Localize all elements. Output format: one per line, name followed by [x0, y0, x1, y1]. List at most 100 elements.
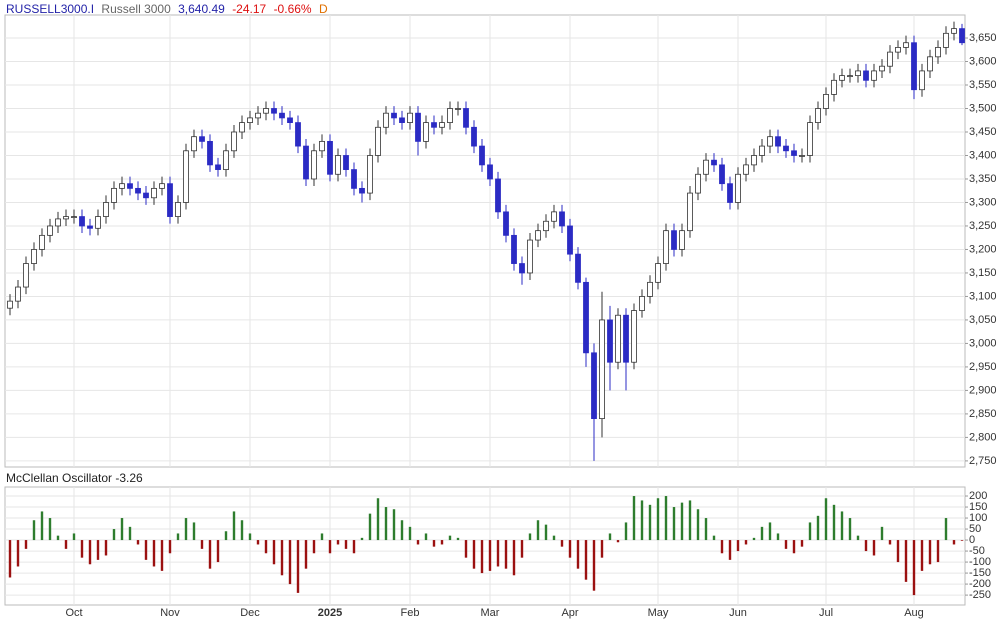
candle-body — [79, 216, 85, 227]
candle-body — [447, 108, 453, 123]
candle-body — [879, 65, 885, 72]
candle-body — [799, 155, 805, 157]
oscillator-bar — [328, 540, 332, 554]
candle-body — [439, 122, 445, 128]
oscillator-bar — [408, 526, 412, 541]
oscillator-bar — [128, 526, 132, 541]
candle-body — [207, 140, 213, 166]
oscillator-bar — [144, 540, 148, 560]
candle-body — [831, 79, 837, 95]
y-tick-label: 2,900 — [969, 384, 997, 396]
candle-body — [655, 263, 661, 283]
oscillator-bar — [776, 533, 780, 541]
candle-body — [319, 140, 325, 152]
y-tick-label: 3,450 — [969, 126, 997, 138]
y-tick-label: 2,750 — [969, 455, 997, 467]
candle-body — [263, 108, 269, 114]
candle-body — [455, 108, 461, 110]
candle-body — [919, 70, 925, 91]
candle-body — [871, 70, 877, 81]
oscillator-bar — [72, 533, 76, 541]
oscillator-bar — [816, 515, 820, 541]
candle-body — [143, 192, 149, 199]
candle-body — [639, 296, 645, 311]
candle-body — [39, 234, 45, 250]
oscillator-bar — [176, 533, 180, 541]
candle-body — [487, 164, 493, 180]
candle-body — [391, 112, 397, 119]
candle-body — [807, 122, 813, 156]
oscillator-bar — [736, 540, 740, 552]
oscillator-bar — [200, 540, 204, 549]
oscillator-bar — [16, 540, 20, 567]
candle-body — [231, 131, 237, 152]
oscillator-bar — [952, 540, 956, 545]
oscillator-bar — [384, 507, 388, 541]
oscillator-bar — [824, 498, 828, 541]
candle-body — [199, 136, 205, 142]
oscillator-bar — [32, 520, 36, 541]
candle-body — [823, 94, 829, 109]
x-tick-label: 2025 — [318, 607, 342, 619]
oscillator-bar — [528, 533, 532, 541]
candle-body — [719, 164, 725, 185]
candle-body — [783, 145, 789, 152]
candle-body — [679, 230, 685, 250]
x-tick-label: Mar — [481, 607, 500, 619]
candle-body — [855, 70, 861, 77]
candle-body — [895, 47, 901, 53]
last-price: 3,640.49 — [178, 2, 225, 16]
candle-body — [119, 183, 125, 189]
candle-body — [751, 155, 757, 166]
oscillator-bar — [936, 540, 940, 563]
oscillator-bar — [168, 540, 172, 554]
y-tick-label: 3,400 — [969, 149, 997, 161]
candle-body — [255, 112, 261, 119]
candle-body — [615, 314, 621, 363]
candle-body — [191, 136, 197, 152]
change-percent: -0.66% — [273, 2, 312, 16]
oscillator-bar — [648, 504, 652, 541]
price-panel — [4, 14, 966, 468]
candle-body — [839, 75, 845, 81]
oscillator-bar — [120, 518, 124, 541]
y-tick-label: 2,800 — [969, 431, 997, 443]
oscillator-bar — [288, 540, 292, 585]
oscillator-bar — [872, 540, 876, 556]
y-tick-label: 3,600 — [969, 55, 997, 67]
candle-body — [471, 126, 477, 147]
x-tick-label: Dec — [240, 607, 260, 619]
oscillator-bar — [912, 540, 916, 596]
candle-body — [887, 51, 893, 67]
candle-body — [87, 225, 93, 229]
candle-body — [343, 155, 349, 170]
oscillator-bar — [64, 540, 68, 549]
oscillator-bar — [576, 540, 580, 569]
candle-body — [631, 310, 637, 363]
y-tick-label: 3,350 — [969, 173, 997, 185]
oscillator-bar — [488, 540, 492, 571]
oscillator-bar — [272, 540, 276, 565]
oscillator-bar — [664, 496, 668, 541]
y-tick-label: 3,150 — [969, 267, 997, 279]
x-tick-label: Apr — [561, 607, 578, 619]
oscillator-bar — [760, 526, 764, 541]
header: RUSSELL3000.I Russell 3000 3,640.49 -24.… — [6, 2, 332, 16]
oscillator-bar — [640, 500, 644, 541]
oscillator-bar — [800, 540, 804, 547]
candle-body — [47, 225, 53, 236]
oscillator-bar — [216, 540, 220, 563]
candle-body — [535, 230, 541, 241]
candle-body — [759, 145, 765, 156]
candle-body — [815, 108, 821, 123]
oscillator-bar — [960, 540, 964, 541]
oscillator-bar — [304, 540, 308, 569]
y-tick-label: 3,250 — [969, 220, 997, 232]
candle-body — [327, 140, 333, 175]
oscillator-bar — [688, 500, 692, 541]
oscillator-bar — [416, 540, 420, 545]
oscillator-bar — [728, 540, 732, 560]
oscillator-bar — [464, 540, 468, 558]
candle-body — [383, 112, 389, 128]
